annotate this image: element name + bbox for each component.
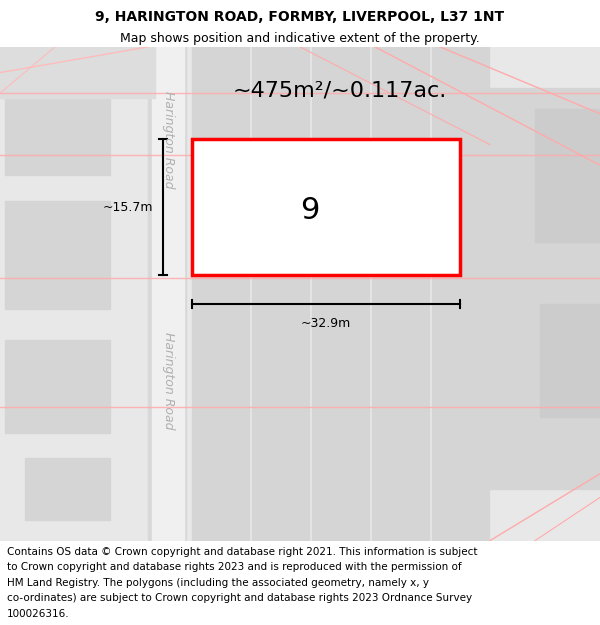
Text: 100026316.: 100026316. bbox=[7, 609, 70, 619]
Bar bbox=[490, 88, 600, 489]
Bar bbox=[5, 57, 110, 176]
Text: ~32.9m: ~32.9m bbox=[301, 318, 351, 331]
Text: to Crown copyright and database rights 2023 and is reproduced with the permissio: to Crown copyright and database rights 2… bbox=[7, 562, 462, 572]
Bar bbox=[152, 47, 184, 541]
Text: Harington Road: Harington Road bbox=[163, 332, 176, 430]
Text: Contains OS data © Crown copyright and database right 2021. This information is : Contains OS data © Crown copyright and d… bbox=[7, 546, 478, 556]
Bar bbox=[312, 47, 369, 541]
Bar bbox=[5, 340, 110, 432]
Bar bbox=[192, 139, 460, 275]
Text: 9: 9 bbox=[300, 196, 320, 224]
Text: Map shows position and indicative extent of the property.: Map shows position and indicative extent… bbox=[120, 32, 480, 45]
Text: ~15.7m: ~15.7m bbox=[103, 201, 153, 214]
Bar bbox=[535, 109, 600, 242]
Bar bbox=[372, 47, 429, 541]
Bar bbox=[432, 47, 489, 541]
Bar bbox=[5, 201, 110, 309]
Text: ~475m²/~0.117ac.: ~475m²/~0.117ac. bbox=[232, 80, 446, 100]
Text: co-ordinates) are subject to Crown copyright and database rights 2023 Ordnance S: co-ordinates) are subject to Crown copyr… bbox=[7, 593, 472, 603]
Text: HM Land Registry. The polygons (including the associated geometry, namely x, y: HM Land Registry. The polygons (includin… bbox=[7, 578, 429, 587]
Bar bbox=[252, 47, 309, 541]
Text: Harington Road: Harington Road bbox=[163, 91, 176, 188]
Bar bbox=[25, 458, 110, 520]
Text: 9, HARINGTON ROAD, FORMBY, LIVERPOOL, L37 1NT: 9, HARINGTON ROAD, FORMBY, LIVERPOOL, L3… bbox=[95, 10, 505, 24]
Bar bbox=[192, 47, 249, 541]
Bar bbox=[148, 47, 186, 541]
Bar bbox=[0, 47, 155, 98]
Bar bbox=[540, 304, 600, 418]
